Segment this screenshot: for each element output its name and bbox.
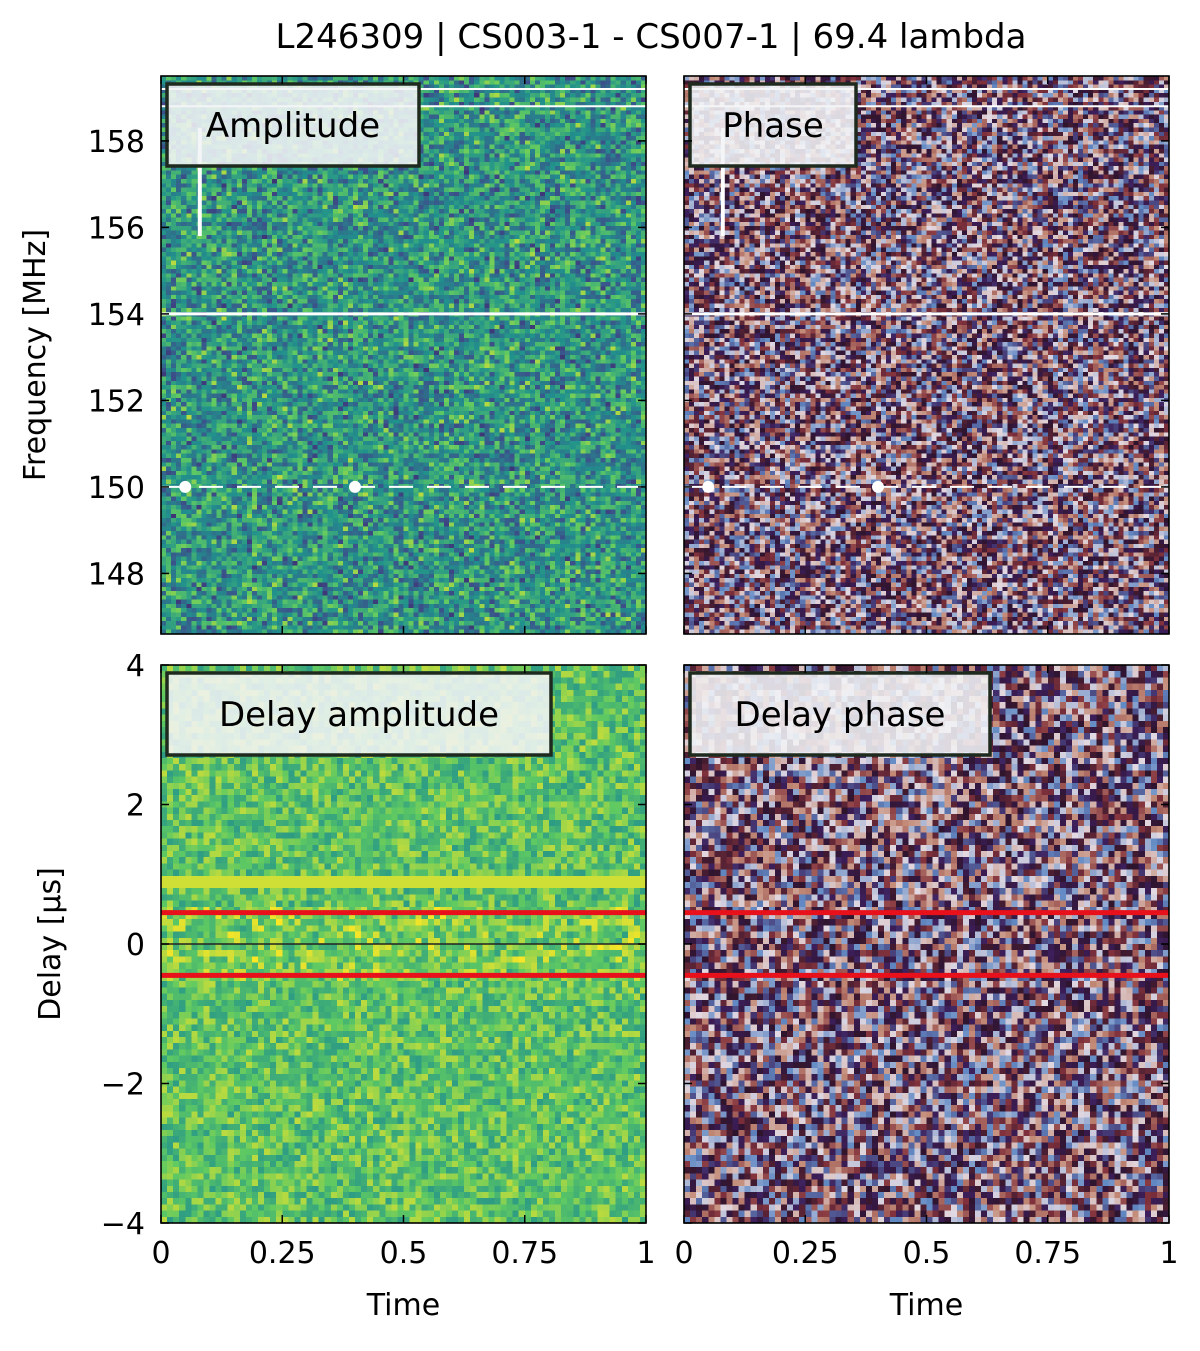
x-tick-label: 0.5 xyxy=(903,1236,951,1271)
delay_amplitude-plot-area xyxy=(161,665,646,1223)
x-tick-label: 0.25 xyxy=(772,1236,839,1271)
flagged-point xyxy=(349,480,361,493)
panel-delay_phase: Delay phase 0 0.25 0.5 0.75 1 Time xyxy=(674,664,1179,1323)
y-tick-label: 148 xyxy=(88,557,145,592)
delay_amplitude-label-frame xyxy=(165,671,553,757)
x-tick-label: 0 xyxy=(151,1236,170,1271)
amplitude-y-axis-label: Frequency [MHz] xyxy=(18,229,53,481)
delay_phase-heatmap-image xyxy=(684,665,1169,1223)
x-tick-label: 0.75 xyxy=(1014,1236,1081,1271)
flagged-point xyxy=(179,480,192,493)
amplitude-heatmap-image xyxy=(161,76,646,634)
y-tick-label: 150 xyxy=(88,471,145,506)
delay_phase-x-axis-label: Time xyxy=(889,1288,963,1323)
chart-title: L246309 | CS003-1 - CS007-1 | 69.4 lambd… xyxy=(276,17,1027,57)
y-tick-label: 152 xyxy=(88,384,145,419)
panel-phase: Phase xyxy=(683,75,1170,635)
panel-amplitude: Amplitude 148 150 152 154 156 158 Frequency [MH… xyxy=(18,75,647,635)
delay_phase-label-box: Delay phase xyxy=(688,671,992,757)
x-tick-label: 1 xyxy=(1159,1236,1178,1271)
phase-plot-area xyxy=(684,76,1169,634)
y-tick-label: 158 xyxy=(88,125,145,160)
delay_amplitude-x-axis-label: Time xyxy=(366,1288,440,1323)
y-tick-label: −4 xyxy=(101,1207,145,1242)
delay_phase-plot-area xyxy=(684,665,1169,1223)
x-tick-label: 0.25 xyxy=(249,1236,316,1271)
phase-label-box: Phase xyxy=(688,82,858,168)
phase-label-frame xyxy=(688,82,858,168)
phase-label: Phase xyxy=(722,106,824,146)
x-tick-label: 0.75 xyxy=(491,1236,558,1271)
y-tick-label: 0 xyxy=(126,928,145,963)
flagged-point xyxy=(702,480,715,493)
amplitude-label-box: Amplitude xyxy=(165,82,421,168)
delay_phase-label: Delay phase xyxy=(735,695,946,735)
delay_amplitude-y-axis-label: Delay [μs] xyxy=(33,867,68,1021)
flagged-point xyxy=(872,480,884,493)
amplitude-label-frame xyxy=(165,82,421,168)
y-tick-label: 154 xyxy=(88,298,145,333)
x-tick-label: 0 xyxy=(674,1236,693,1271)
delay_amplitude-label: Delay amplitude xyxy=(219,695,499,735)
y-tick-label: 156 xyxy=(88,211,145,246)
delay_amplitude-label-box: Delay amplitude xyxy=(165,671,553,757)
x-tick-label: 1 xyxy=(636,1236,655,1271)
y-tick-label: −2 xyxy=(101,1068,145,1103)
delay_phase-label-frame xyxy=(688,671,992,757)
y-tick-label: 4 xyxy=(126,649,145,684)
panel-delay_amplitude: Delay amplitude −4 −2 0 2 4 0 0.25 0.5 0.75 1 Time D… xyxy=(33,649,656,1323)
x-tick-label: 0.5 xyxy=(380,1236,428,1271)
amplitude-label: Amplitude xyxy=(206,106,380,146)
y-tick-label: 2 xyxy=(126,789,145,824)
phase-heatmap-image xyxy=(684,76,1169,634)
